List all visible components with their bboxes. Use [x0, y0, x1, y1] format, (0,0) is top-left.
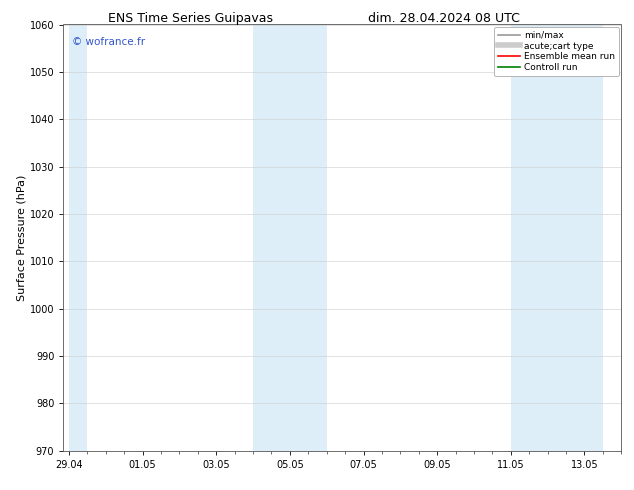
Legend: min/max, acute;cart type, Ensemble mean run, Controll run: min/max, acute;cart type, Ensemble mean …: [495, 27, 619, 76]
Bar: [69, 24, 87, 451]
Bar: [253, 24, 327, 451]
Bar: [511, 24, 603, 451]
Text: © wofrance.fr: © wofrance.fr: [72, 37, 145, 48]
Text: dim. 28.04.2024 08 UTC: dim. 28.04.2024 08 UTC: [368, 12, 520, 25]
Text: ENS Time Series Guipavas: ENS Time Series Guipavas: [108, 12, 273, 25]
Y-axis label: Surface Pressure (hPa): Surface Pressure (hPa): [17, 174, 27, 301]
